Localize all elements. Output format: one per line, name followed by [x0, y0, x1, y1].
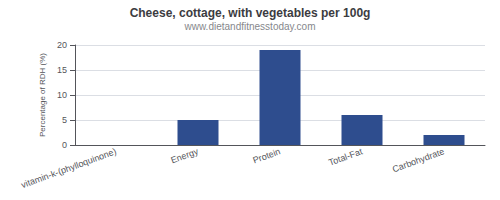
svg-text:Protein: Protein: [251, 146, 281, 165]
svg-text:vitamin-k-(phylloquinone): vitamin-k-(phylloquinone): [20, 146, 118, 190]
svg-text:0: 0: [62, 140, 67, 150]
svg-text:Carbohydrate: Carbohydrate: [391, 146, 446, 174]
svg-text:Cheese, cottage, with vegetabl: Cheese, cottage, with vegetables per 100…: [130, 6, 371, 20]
svg-text:Percentage of RDH (%): Percentage of RDH (%): [38, 53, 47, 137]
svg-text:Total-Fat: Total-Fat: [327, 146, 364, 168]
svg-text:20: 20: [57, 40, 67, 50]
svg-text:Energy: Energy: [169, 146, 200, 165]
svg-text:10: 10: [57, 90, 67, 100]
svg-text:www.dietandfitnesstoday.com: www.dietandfitnesstoday.com: [184, 21, 316, 32]
svg-text:15: 15: [57, 65, 67, 75]
svg-text:5: 5: [62, 115, 67, 125]
